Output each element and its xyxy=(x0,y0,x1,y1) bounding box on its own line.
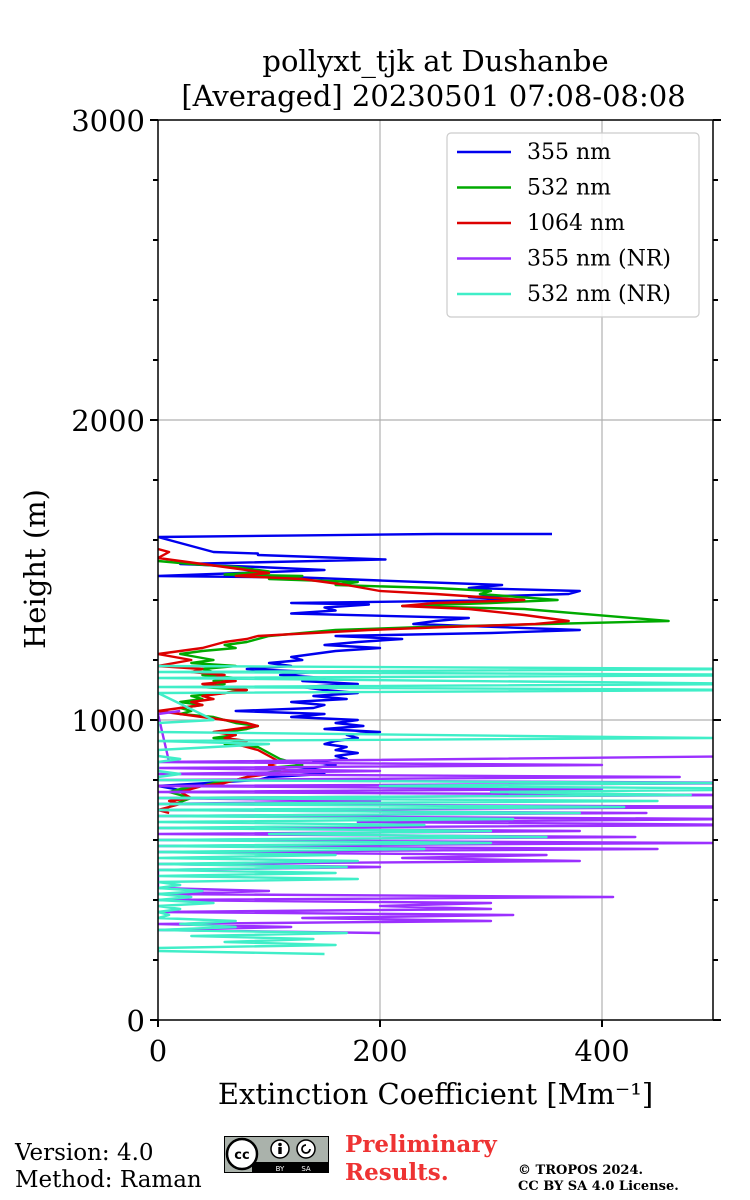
x-axis-label: Extinction Coefficient [Mm⁻¹] xyxy=(218,1077,653,1111)
copyright-notice: © TROPOS 2024. CC BY SA 4.0 License. xyxy=(518,1163,679,1195)
preliminary-results-notice: Preliminary Results. xyxy=(345,1131,497,1187)
x-tick-label: 0 xyxy=(149,1034,167,1068)
method-text: Method: Raman xyxy=(15,1167,202,1193)
cc-by-sa-license-icon: cc BY SA xyxy=(224,1136,329,1173)
legend-box xyxy=(446,132,700,318)
y-tick-label: 3000 xyxy=(71,104,145,138)
by-text: BY xyxy=(276,1165,285,1173)
cc-text: cc xyxy=(234,1148,249,1163)
y-tick-label: 0 xyxy=(127,1004,145,1038)
legend-label: 355 nm (NR) xyxy=(527,247,671,272)
legend-label: 532 nm (NR) xyxy=(527,282,671,307)
x-tick-label: 200 xyxy=(352,1034,407,1068)
preliminary-line-2: Results. xyxy=(345,1159,449,1186)
chart-title-line-1: pollyxt_tjk at Dushanbe xyxy=(262,44,608,79)
copyright-line-2: CC BY SA 4.0 License. xyxy=(518,1179,679,1194)
series-line-532-nm-nr xyxy=(158,664,713,956)
legend-label: 1064 nm xyxy=(527,211,625,236)
copyright-line-1: © TROPOS 2024. xyxy=(518,1163,644,1178)
plot-frame xyxy=(157,119,714,1021)
y-tick-label: 2000 xyxy=(71,404,145,438)
version-text: Version: 4.0 xyxy=(15,1140,154,1166)
cc-icon xyxy=(225,1137,259,1171)
y-tick-label: 1000 xyxy=(71,704,145,738)
preliminary-line-1: Preliminary xyxy=(345,1131,497,1158)
legend-label: 532 nm xyxy=(527,176,611,201)
series-layer xyxy=(158,532,713,956)
sa-text: SA xyxy=(301,1165,311,1173)
axis-ticks xyxy=(150,119,721,1027)
y-axis-label: Height (m) xyxy=(18,489,52,649)
axis-tick-labels: 0 200 400 0 1000 2000 3000 xyxy=(71,104,629,1068)
sa-sharealike-icon xyxy=(296,1139,316,1159)
chart-title-line-2: [Averaged] 20230501 07:08-08:08 xyxy=(181,79,685,113)
legend-label: 355 nm xyxy=(527,140,611,165)
legend: 355 nm 532 nm 1064 nm 355 nm (NR) 532 nm (NR… xyxy=(446,132,700,318)
x-tick-label: 400 xyxy=(574,1034,629,1068)
series-line-355-nm xyxy=(158,532,581,794)
